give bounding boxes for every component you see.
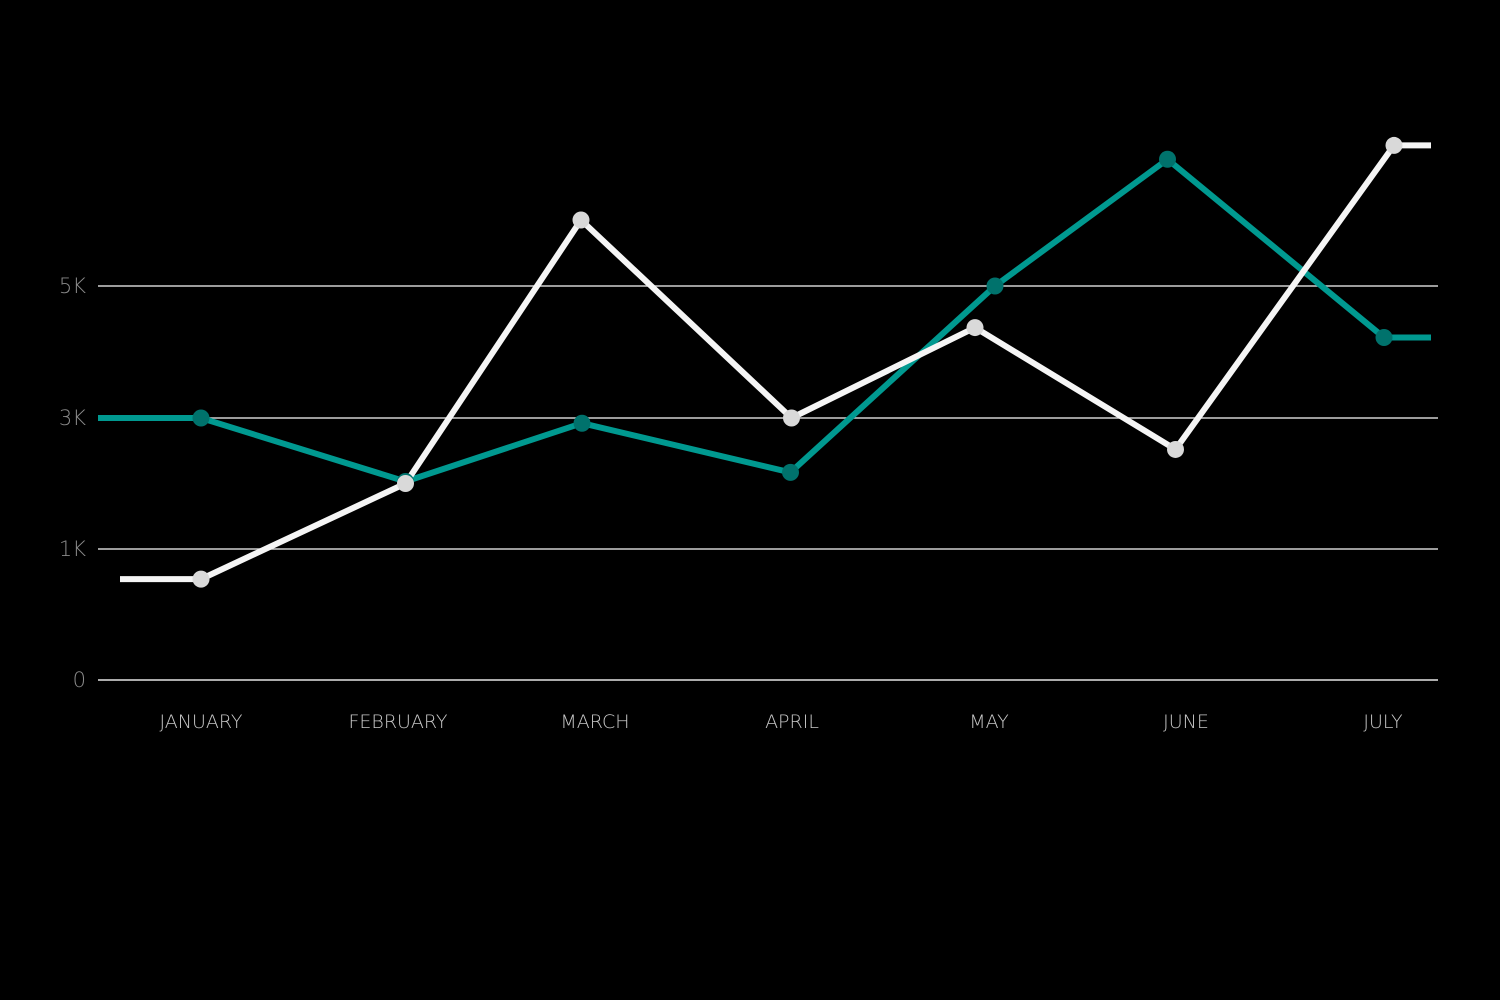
- series-1-point-january: [192, 409, 210, 427]
- series-2-point-june: [1167, 440, 1184, 458]
- series-2-point-march: [572, 211, 590, 229]
- series-2-point-july: [1385, 136, 1403, 154]
- y-axis-ticks: 0 1K 3K 5K: [59, 274, 86, 692]
- x-tick-label: MAY: [969, 711, 1009, 733]
- series-1-point-june: [1159, 150, 1176, 168]
- y-tick-label: 3K: [59, 406, 86, 430]
- series-1-point-march: [573, 414, 591, 432]
- x-tick-label: JANUARY: [160, 711, 243, 733]
- series-2-point-february: [397, 475, 414, 492]
- series-2-point-may: [966, 319, 984, 337]
- series-1-point-may: [986, 277, 1004, 295]
- series-1-point-july: [1375, 328, 1393, 346]
- series-1-point-april: [782, 463, 799, 481]
- series-2-point-january: [192, 570, 210, 588]
- x-tick-label: FEBRUARY: [348, 711, 447, 733]
- series-markers: [192, 136, 1403, 588]
- x-tick-label: JULY: [1363, 711, 1403, 733]
- gridlines: [98, 285, 1438, 681]
- x-tick-label: MARCH: [560, 711, 629, 733]
- x-axis-ticks: JANUARY FEBRUARY MARCH APRIL MAY JUNE JULY: [160, 711, 1403, 733]
- x-tick-label: APRIL: [765, 711, 819, 733]
- y-tick-label: 1K: [59, 537, 86, 561]
- y-tick-label: 0: [73, 668, 86, 692]
- series-2-point-april: [783, 409, 800, 427]
- y-tick-label: 5K: [59, 274, 86, 298]
- x-tick-label: JUNE: [1163, 711, 1209, 733]
